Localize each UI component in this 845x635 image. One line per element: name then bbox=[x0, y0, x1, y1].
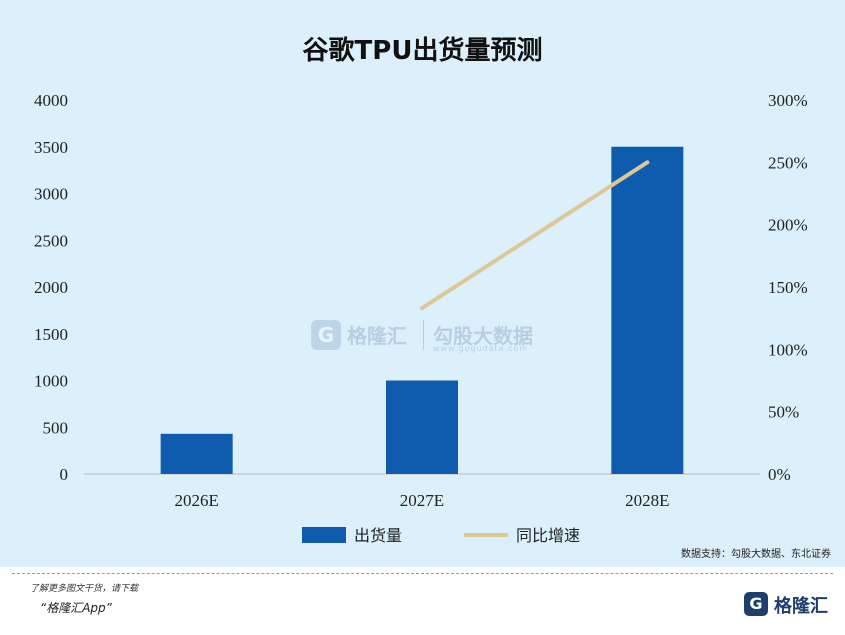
brand-logo: G 格隆汇 bbox=[744, 590, 834, 622]
legend-bar-swatch bbox=[302, 527, 346, 543]
right-tick-label: 250% bbox=[768, 153, 808, 172]
chart-title: 谷歌TPU出货量预测 bbox=[302, 36, 543, 66]
left-axis-ticks: 0 500 1000 1500 2000 2500 3000 3500 4000 bbox=[34, 91, 68, 484]
right-tick-label: 0% bbox=[768, 465, 791, 484]
bars bbox=[160, 146, 684, 474]
bar-2026E bbox=[160, 433, 233, 474]
left-tick-label: 500 bbox=[43, 418, 69, 437]
right-tick-label: 50% bbox=[768, 403, 799, 422]
left-tick-label: 3000 bbox=[34, 185, 68, 204]
bar-2028E bbox=[611, 146, 684, 474]
promo-app-name: “格隆汇App” bbox=[40, 601, 112, 615]
left-tick-label: 0 bbox=[60, 465, 69, 484]
watermark-divider bbox=[423, 320, 424, 350]
chart: 0 500 1000 1500 2000 2500 3000 3500 4000 0% 50% 10… bbox=[34, 91, 808, 545]
x-tick-label: 2028E bbox=[625, 491, 669, 510]
left-tick-label: 1000 bbox=[34, 372, 68, 391]
growth-line bbox=[420, 160, 650, 311]
left-tick-label: 4000 bbox=[34, 91, 68, 110]
left-tick-label: 3500 bbox=[34, 138, 68, 157]
left-tick-label: 2500 bbox=[34, 231, 68, 250]
watermark: G 格隆汇 勾股大数据 www.gogudata.com bbox=[311, 318, 551, 358]
legend-label: 出货量 bbox=[354, 526, 402, 545]
bar-2027E bbox=[386, 380, 458, 474]
left-tick-label: 1500 bbox=[34, 325, 68, 344]
growth-rate-line bbox=[420, 160, 650, 311]
watermark-url: www.gogudata.com bbox=[433, 344, 529, 353]
watermark-name: 勾股大数据 bbox=[433, 324, 533, 348]
right-tick-label: 200% bbox=[768, 216, 808, 235]
brand-logo-icon: G bbox=[744, 592, 768, 616]
source-note: 数据支持：勾股大数据、东北证券 bbox=[681, 549, 831, 560]
right-tick-label: 150% bbox=[768, 278, 808, 297]
right-tick-label: 100% bbox=[768, 340, 808, 359]
right-tick-label: 300% bbox=[768, 91, 808, 110]
legend: 出货量 同比增速 bbox=[302, 526, 580, 545]
x-tick-label: 2026E bbox=[174, 491, 218, 510]
watermark-logo-icon: G bbox=[311, 320, 341, 350]
legend-label: 同比增速 bbox=[516, 526, 580, 545]
right-axis-ticks: 0% 50% 100% 150% 200% 250% 300% bbox=[768, 91, 808, 484]
watermark-brand: 格隆汇 bbox=[347, 324, 407, 348]
x-tick-label: 2027E bbox=[400, 491, 444, 510]
promo-text: 了解更多图文干货，请下载 bbox=[30, 584, 139, 594]
brand-logo-text: 格隆汇 bbox=[774, 596, 828, 617]
x-axis-ticks: 2026E 2027E 2028E bbox=[174, 491, 669, 510]
left-tick-label: 2000 bbox=[34, 278, 68, 297]
footer-divider bbox=[12, 573, 833, 574]
